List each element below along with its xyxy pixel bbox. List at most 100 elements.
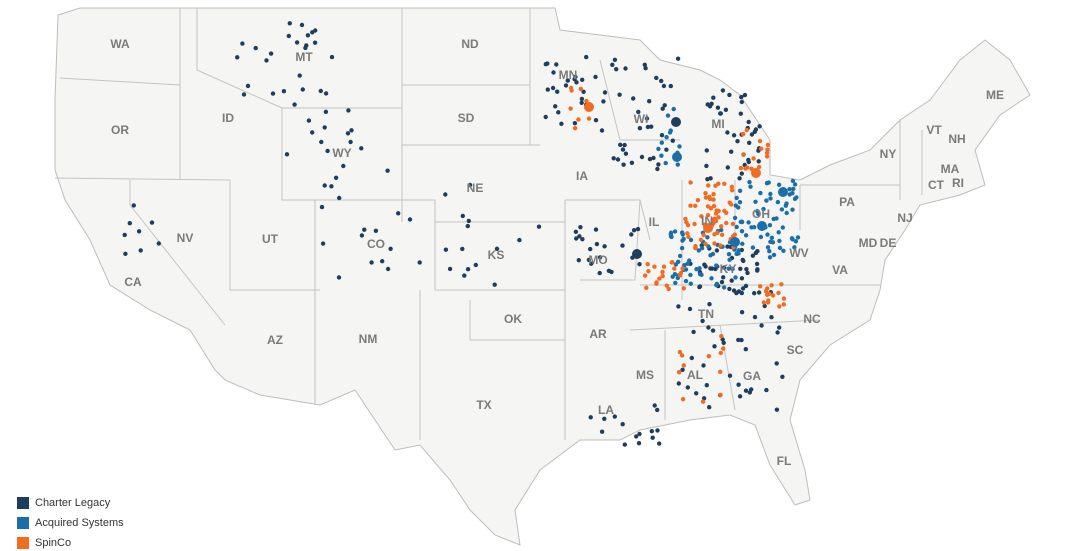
location-dot <box>750 245 756 250</box>
locations <box>122 21 801 447</box>
location-dot <box>795 235 801 240</box>
location-dot <box>694 391 699 396</box>
location-dot <box>708 206 714 211</box>
location-dot <box>765 142 771 148</box>
hub-dot <box>671 117 681 127</box>
location-dot <box>593 74 598 80</box>
location-dot <box>680 238 685 243</box>
location-dot <box>748 184 753 189</box>
location-dot <box>676 381 681 386</box>
location-dot <box>385 168 390 173</box>
location-dot <box>695 198 701 203</box>
hub-dot <box>778 187 788 197</box>
location-dot <box>253 45 258 51</box>
location-dot <box>776 230 781 235</box>
location-dot <box>792 245 797 250</box>
location-dot <box>687 306 693 312</box>
location-dot <box>660 273 665 279</box>
location-dot <box>156 241 161 246</box>
location-dot <box>568 106 573 111</box>
location-dot <box>310 130 315 135</box>
location-dot <box>620 243 625 248</box>
location-dot <box>726 252 732 257</box>
location-dot <box>681 286 686 291</box>
location-dot <box>721 275 726 280</box>
location-dot <box>685 231 690 236</box>
location-dot <box>550 85 556 91</box>
location-dot <box>623 151 629 156</box>
location-dot <box>588 246 593 252</box>
location-dot <box>743 347 748 352</box>
location-dot <box>719 232 725 237</box>
location-dot <box>664 283 669 288</box>
location-dot <box>670 138 675 143</box>
location-dot <box>649 124 654 129</box>
location-dot <box>569 88 574 93</box>
location-dot <box>777 325 782 330</box>
location-dot <box>677 253 683 259</box>
location-dot <box>685 385 690 390</box>
location-dot <box>599 429 605 434</box>
location-dot <box>688 203 693 208</box>
location-dot <box>774 361 779 366</box>
location-dot <box>380 259 385 264</box>
location-dot <box>306 118 312 123</box>
location-dot <box>631 228 637 233</box>
location-dot <box>703 241 708 247</box>
location-dot <box>701 232 706 238</box>
location-dot <box>705 213 711 218</box>
location-dot <box>684 220 689 225</box>
location-dot <box>618 142 623 147</box>
location-dot <box>407 217 413 222</box>
location-dot <box>731 133 737 138</box>
location-dot <box>736 248 741 253</box>
location-dot <box>727 257 732 262</box>
location-dot <box>688 180 693 185</box>
location-dot <box>793 239 799 244</box>
location-dot <box>678 273 683 278</box>
location-dot <box>320 241 326 246</box>
location-dot <box>668 83 673 89</box>
location-dot <box>683 267 689 272</box>
location-dot <box>673 280 678 286</box>
legend-swatch <box>17 517 29 529</box>
location-dot <box>637 126 643 131</box>
location-dot <box>707 302 712 307</box>
location-dot <box>741 131 746 137</box>
location-dot <box>781 248 786 253</box>
location-dot <box>765 292 770 297</box>
location-dot <box>770 293 776 298</box>
location-dot <box>642 273 648 278</box>
location-dot <box>123 251 128 256</box>
location-dot <box>744 267 749 272</box>
location-dot <box>697 284 703 289</box>
location-dot <box>743 233 749 238</box>
location-dot <box>777 304 782 309</box>
location-dot <box>373 228 379 233</box>
location-dot <box>268 51 274 56</box>
location-dot <box>704 163 709 169</box>
location-dot <box>460 213 465 219</box>
state-label: MI <box>711 117 724 131</box>
location-dot <box>417 260 422 265</box>
location-dot <box>586 257 592 263</box>
location-dot <box>729 184 735 189</box>
location-dot <box>729 278 734 283</box>
location-dot <box>597 270 602 276</box>
location-dot <box>707 104 713 109</box>
location-dot <box>734 224 739 230</box>
location-dot <box>467 182 473 188</box>
location-dot <box>615 157 621 162</box>
location-dot <box>784 210 789 216</box>
location-dot <box>465 267 471 272</box>
hub-dot <box>672 152 682 162</box>
location-dot <box>746 119 751 125</box>
location-dot <box>637 262 642 267</box>
location-dot <box>319 139 324 145</box>
location-dot <box>718 369 723 374</box>
location-dot <box>647 156 653 162</box>
location-dot <box>747 140 752 145</box>
location-dot <box>719 224 724 229</box>
hub-dot <box>730 237 740 247</box>
location-dot <box>769 315 774 320</box>
